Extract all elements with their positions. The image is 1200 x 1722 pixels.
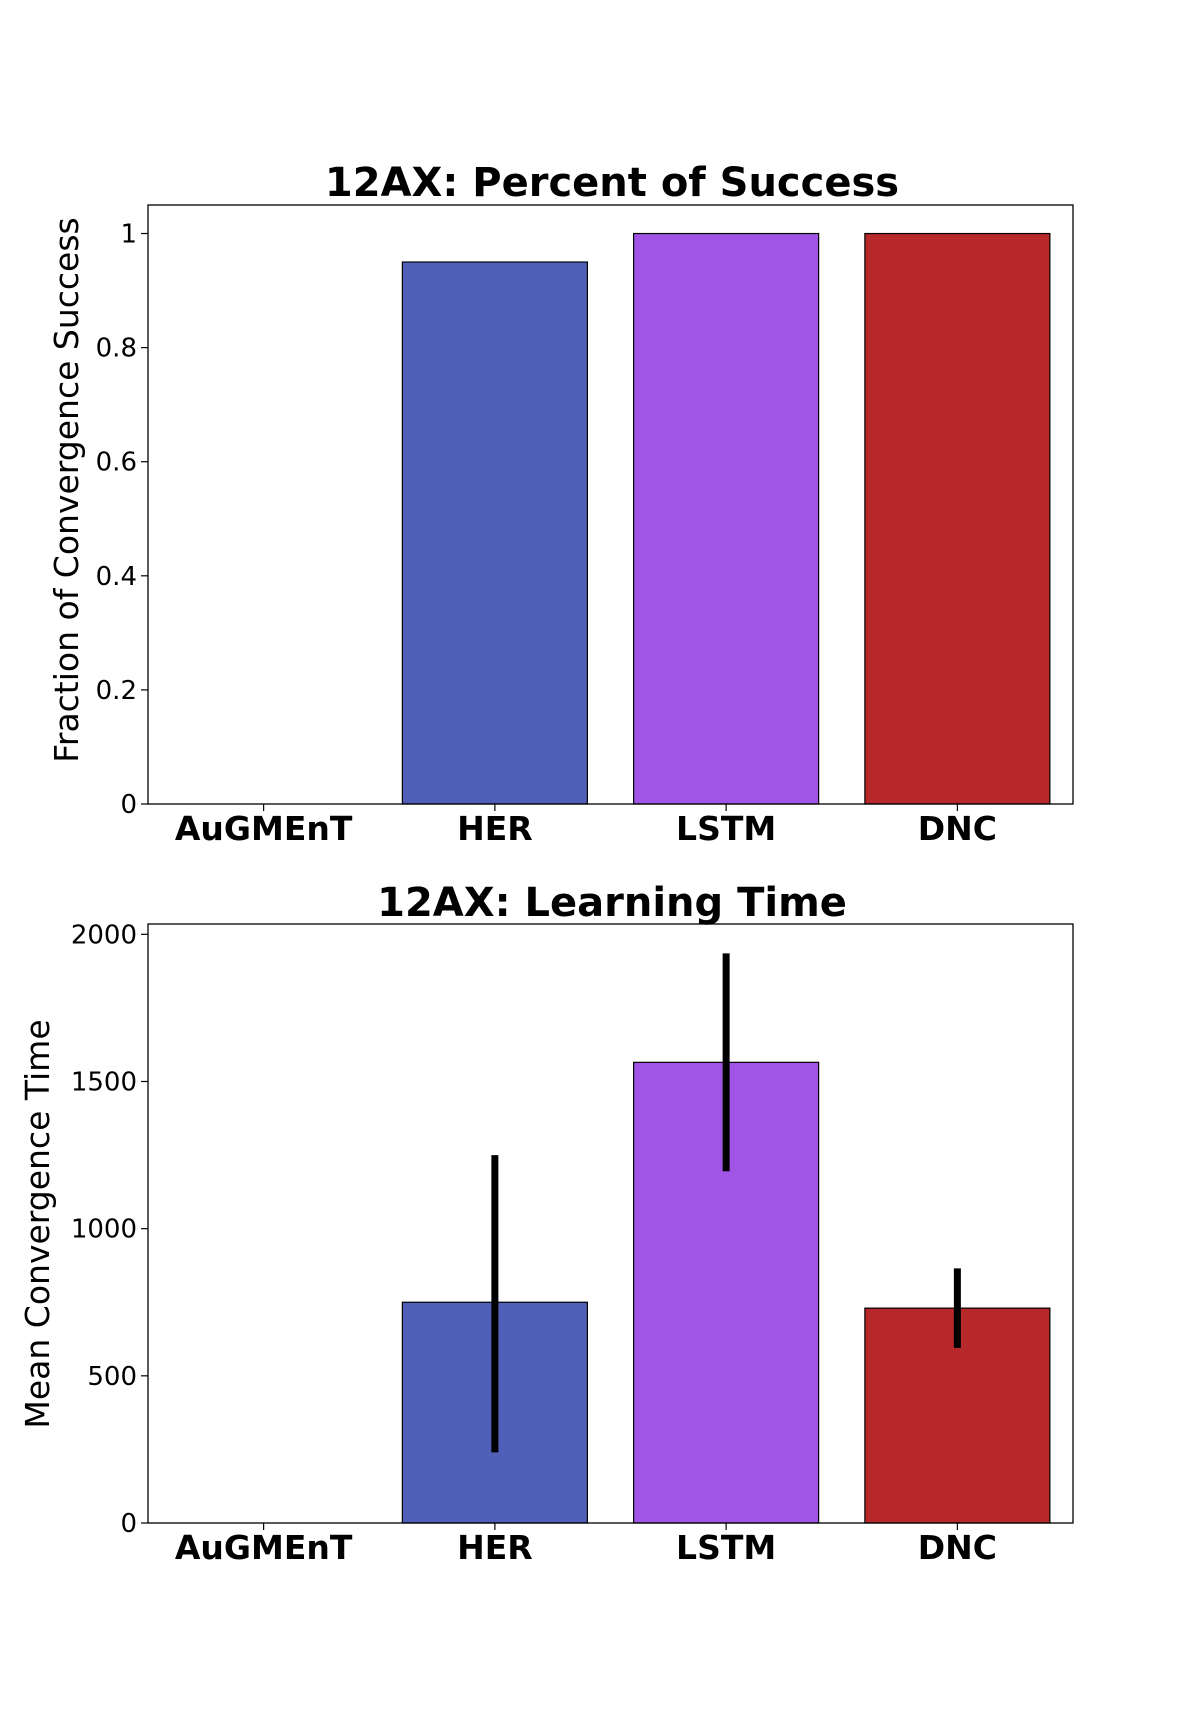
- x-ticks: AuGMEnT HER LSTM DNC: [175, 1523, 997, 1567]
- y-tick-label: 0: [120, 790, 137, 820]
- bar-dnc: [864, 232, 1051, 805]
- y-ticks: 0 0.2 0.4 0.6 0.8 1: [96, 220, 148, 820]
- y-tick-label: 1000: [71, 1215, 137, 1245]
- bar-her: [401, 261, 588, 805]
- y-ticks: 0 500 1000 1500 2000: [71, 920, 148, 1539]
- y-tick-label: 0: [120, 1509, 137, 1539]
- chart-title: 12AX: Learning Time: [377, 880, 847, 926]
- y-tick-label: 1500: [71, 1067, 137, 1097]
- x-ticks: AuGMEnT HER LSTM DNC: [175, 804, 997, 848]
- plot-frame: [147, 923, 1074, 1524]
- y-axis-label: Mean Convergence Time: [18, 1019, 57, 1428]
- x-tick-label: HER: [457, 1528, 533, 1567]
- x-tick-label: LSTM: [676, 809, 776, 848]
- chart-title: 12AX: Percent of Success: [325, 160, 899, 206]
- error-bars: [491, 953, 961, 1453]
- y-tick-label: 0.2: [96, 676, 137, 706]
- y-tick-label: 500: [87, 1362, 137, 1392]
- y-tick-label: 2000: [71, 920, 137, 950]
- x-tick-label: DNC: [918, 809, 997, 848]
- x-tick-label: AuGMEnT: [175, 809, 353, 848]
- y-tick-label: 0.4: [96, 562, 137, 592]
- x-tick-label: DNC: [918, 1528, 997, 1567]
- y-tick-label: 0.6: [96, 448, 137, 478]
- plot-frame: [147, 204, 1074, 805]
- success-chart: 12AX: Percent of Success Fraction of Con…: [47, 160, 1074, 848]
- y-tick-label: 1: [120, 220, 137, 250]
- x-tick-label: HER: [457, 809, 533, 848]
- y-tick-label: 0.8: [96, 334, 137, 364]
- x-tick-label: AuGMEnT: [175, 1528, 353, 1567]
- bar-lstm: [633, 232, 820, 805]
- y-axis-label: Fraction of Convergence Success: [47, 217, 86, 762]
- learning-time-chart: 12AX: Learning Time Mean Convergence Tim…: [18, 880, 1074, 1567]
- x-tick-label: LSTM: [676, 1528, 776, 1567]
- bars: [401, 232, 1051, 805]
